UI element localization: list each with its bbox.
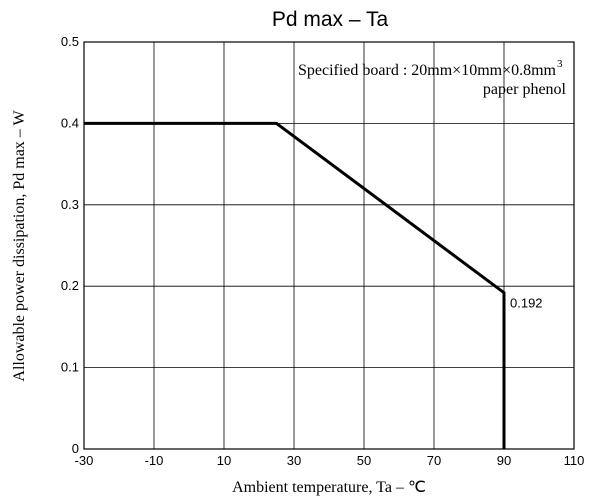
data-label-0192: 0.192: [510, 296, 543, 311]
board-annotation-superscript: 3: [557, 58, 563, 70]
y-axis-label: Allowable power dissipation, Pd max – W: [11, 109, 28, 381]
x-tick-label-2: 10: [217, 453, 231, 468]
y-tick-label-1: 0.1: [61, 360, 79, 375]
x-tick-labels: -30 -10 10 30 50 70 90 110: [75, 453, 585, 468]
x-tick-label-0: -30: [75, 453, 94, 468]
x-tick-label-1: -10: [145, 453, 164, 468]
y-tick-label-5: 0.5: [61, 34, 79, 49]
plot-frame: [83, 41, 575, 450]
board-annotation-line2: paper phenol: [483, 81, 567, 98]
grid-lines: [84, 42, 574, 449]
y-tick-label-4: 0.4: [61, 115, 79, 130]
y-tick-label-0: 0: [72, 441, 79, 456]
x-tick-label-6: 90: [497, 453, 511, 468]
board-annotation-main: Specified board : 20mm×10mm×0.8mm: [298, 62, 557, 79]
chart-title: Pd max – Ta: [272, 8, 389, 31]
x-tick-label-7: 110: [564, 453, 585, 468]
x-tick-label-4: 50: [357, 453, 371, 468]
y-tick-label-2: 0.2: [61, 278, 79, 293]
x-tick-label-3: 30: [287, 453, 301, 468]
series-line: [84, 121, 506, 449]
x-tick-label-5: 70: [427, 453, 441, 468]
y-tick-label-3: 0.3: [61, 197, 79, 212]
x-axis-label: Ambient temperature, Ta – ℃: [232, 479, 426, 496]
y-tick-labels: 0 0.1 0.2 0.3 0.4 0.5: [61, 34, 79, 456]
board-annotation-line1: Specified board : 20mm×10mm×0.8mm: [298, 62, 557, 79]
